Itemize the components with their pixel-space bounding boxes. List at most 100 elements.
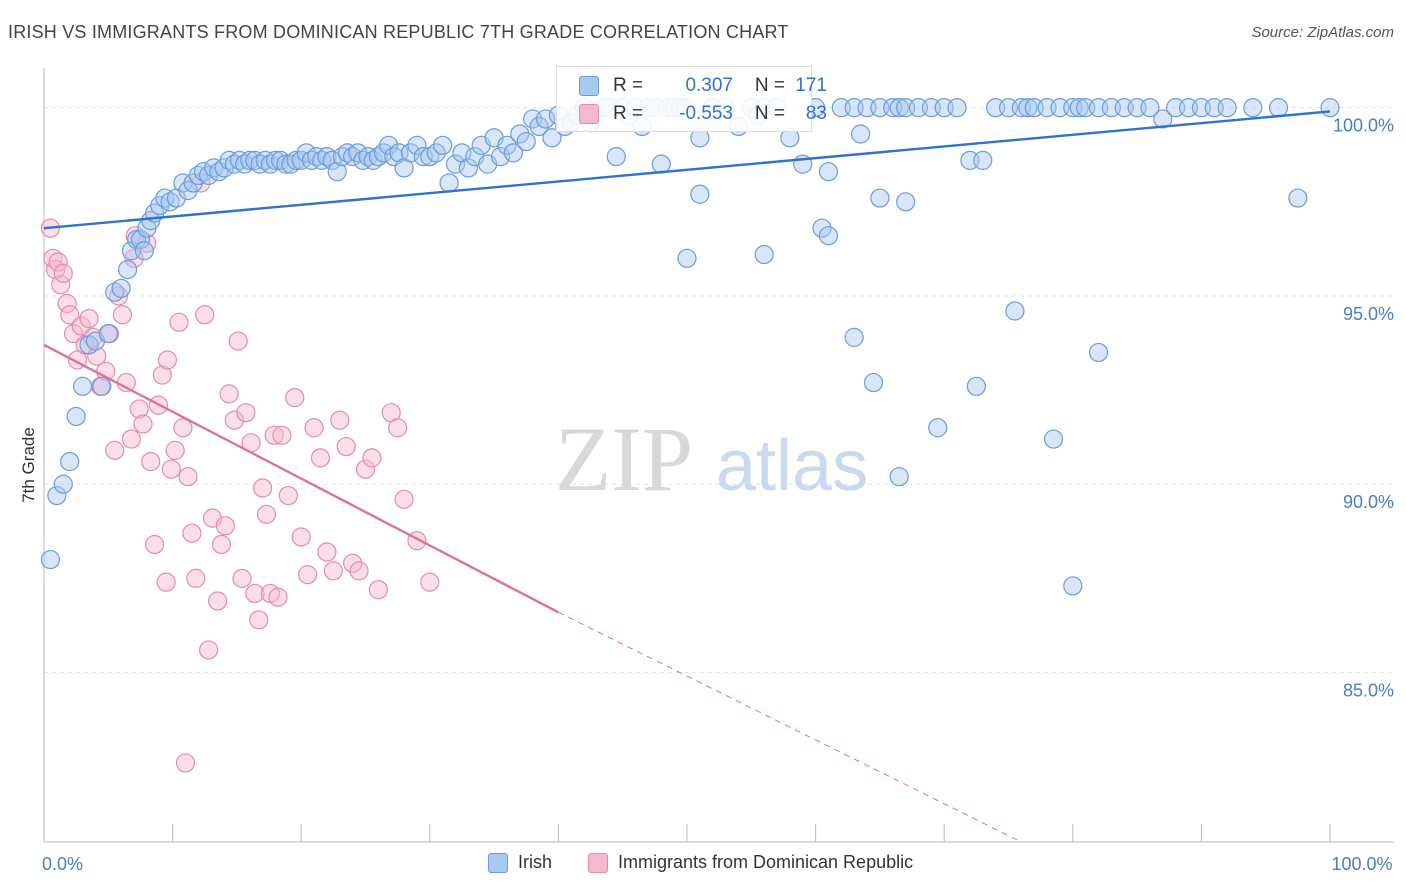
point-dominican xyxy=(165,440,185,460)
point-dominican xyxy=(298,565,318,585)
point-irish xyxy=(1069,98,1089,118)
point-dominican xyxy=(53,263,73,283)
point-irish xyxy=(1243,98,1263,118)
point-irish xyxy=(219,150,239,170)
irish-swatch xyxy=(579,76,599,96)
point-irish xyxy=(889,98,909,118)
point-irish xyxy=(343,147,363,167)
point-irish xyxy=(870,188,890,208)
point-dominican xyxy=(388,418,408,438)
point-irish xyxy=(358,147,378,167)
point-irish xyxy=(155,188,175,208)
point-dominican xyxy=(336,436,356,457)
series-dominican-points xyxy=(40,173,440,773)
point-dominican xyxy=(310,448,331,468)
y-tick-label: 95.0% xyxy=(1343,304,1394,324)
point-dominican xyxy=(178,467,198,487)
point-irish xyxy=(235,154,255,174)
point-irish xyxy=(271,150,291,170)
point-irish xyxy=(490,147,511,167)
point-irish xyxy=(529,116,549,137)
gridlines xyxy=(44,107,1394,674)
point-dominican xyxy=(245,583,265,604)
point-irish xyxy=(1088,342,1109,363)
point-irish xyxy=(250,154,270,174)
irish-r-value: 0.307 xyxy=(685,75,733,96)
point-irish xyxy=(606,147,626,167)
point-irish xyxy=(863,372,884,393)
point-dominican xyxy=(317,542,337,562)
point-dominican xyxy=(420,572,440,592)
point-dominican xyxy=(152,365,172,385)
point-irish xyxy=(818,162,839,182)
point-dominican xyxy=(304,418,324,438)
point-irish xyxy=(204,158,224,178)
point-dominican xyxy=(394,489,414,509)
dom-n-label: N = xyxy=(754,103,785,124)
point-dominican xyxy=(175,753,196,773)
point-irish xyxy=(229,150,250,170)
point-irish xyxy=(353,150,373,170)
point-dominican xyxy=(208,591,228,611)
x-tick-label: 0.0% xyxy=(42,854,83,874)
point-dominican xyxy=(330,410,350,430)
point-irish xyxy=(510,124,530,144)
point-irish xyxy=(754,244,774,265)
point-irish xyxy=(439,173,459,193)
point-irish xyxy=(265,150,286,170)
point-irish xyxy=(433,135,453,155)
point-dominican xyxy=(112,305,133,325)
point-irish xyxy=(1043,429,1064,449)
point-dominican xyxy=(87,346,107,366)
point-irish xyxy=(245,150,265,170)
point-dominican xyxy=(368,580,388,600)
point-dominican xyxy=(60,305,80,325)
point-irish xyxy=(260,154,280,174)
point-dominican xyxy=(199,640,219,660)
point-irish xyxy=(281,154,301,174)
point-irish xyxy=(117,259,138,280)
watermark: ZIP atlas xyxy=(555,408,868,510)
point-irish xyxy=(301,150,322,170)
point-dominican xyxy=(268,587,288,607)
point-irish xyxy=(1268,98,1289,118)
point-irish xyxy=(134,241,154,261)
point-irish xyxy=(193,162,214,182)
point-irish xyxy=(445,154,466,174)
y-axis-label: 7th Grade xyxy=(19,427,38,503)
point-irish xyxy=(1018,98,1038,118)
point-irish xyxy=(72,376,93,396)
point-dominican xyxy=(228,331,248,351)
point-irish xyxy=(1063,576,1083,596)
point-dominican xyxy=(349,561,369,581)
point-irish xyxy=(327,162,347,182)
point-dominican xyxy=(182,523,202,543)
point-dominican xyxy=(121,429,142,449)
point-dominican xyxy=(141,452,161,472)
point-irish xyxy=(542,128,562,148)
point-dominican xyxy=(63,324,84,344)
point-irish xyxy=(516,131,536,152)
point-dominican xyxy=(48,252,68,272)
legend-swatch-dominican xyxy=(588,852,608,873)
point-irish xyxy=(317,147,337,167)
point-irish xyxy=(332,147,352,167)
point-irish xyxy=(851,124,871,144)
point-irish xyxy=(458,158,478,178)
point-irish xyxy=(92,376,112,396)
stats-row-irish: R = 0.307 N = 171 xyxy=(579,73,827,99)
point-irish xyxy=(889,467,909,487)
point-dominican xyxy=(232,568,252,588)
point-irish xyxy=(66,406,86,427)
point-dominican xyxy=(278,485,298,506)
x-tick-label: 100.0% xyxy=(1331,854,1392,874)
point-dominican xyxy=(272,425,292,445)
point-irish xyxy=(812,218,832,238)
point-dominican xyxy=(133,414,153,434)
legend-item-dominican[interactable]: Immigrants from Dominican Republic xyxy=(588,852,913,873)
point-irish xyxy=(407,135,427,155)
point-dominican xyxy=(355,459,376,479)
point-irish xyxy=(535,109,556,129)
legend-item-irish[interactable]: Irish xyxy=(488,852,552,873)
point-irish xyxy=(111,278,131,299)
